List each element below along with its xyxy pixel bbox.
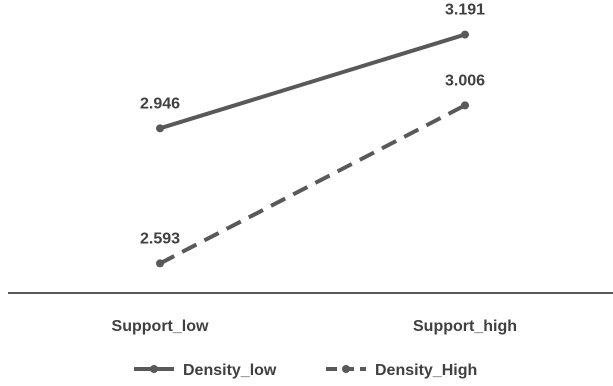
legend-marker-density-high (342, 365, 350, 373)
data-point-density-low (461, 30, 469, 39)
data-point-density-high (156, 259, 164, 268)
legend: Density_low Density_High (134, 362, 477, 379)
legend-label-density-low: Density_low (183, 362, 277, 379)
data-label-density-low: 2.946 (140, 95, 180, 112)
data-point-density-high (461, 101, 469, 110)
data-label-density-high: 3.006 (445, 72, 485, 89)
x-tick-label: Support_low (112, 318, 209, 335)
series-layer: 2.946 3.191 2.593 3.006 (140, 2, 485, 268)
series-line-density-high (159, 103, 466, 266)
x-tick-label: Support_high (413, 318, 517, 335)
data-point-density-low (156, 124, 164, 133)
legend-marker-density-low (150, 365, 158, 373)
data-label-density-high: 2.593 (140, 230, 180, 247)
data-label-density-low: 3.191 (445, 2, 485, 19)
series-line-density-low (159, 32, 466, 131)
x-tick-labels: Support_low Support_high (112, 318, 517, 335)
legend-label-density-high: Density_High (375, 362, 477, 379)
